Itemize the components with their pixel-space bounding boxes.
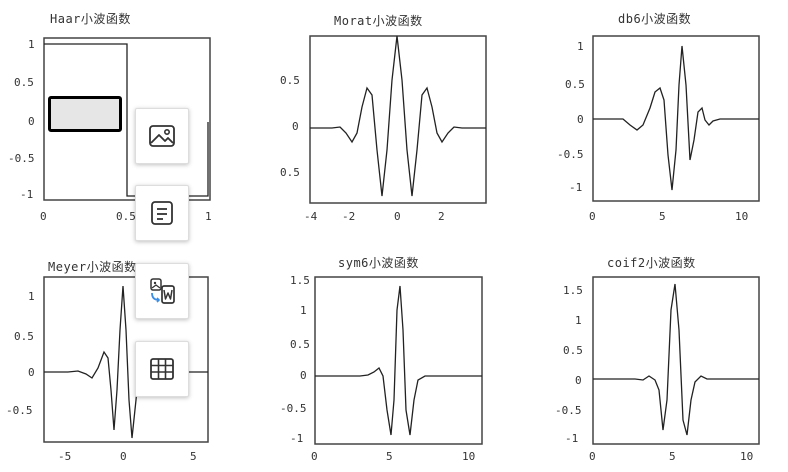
x-tick: 0 — [394, 210, 401, 223]
x-tick: 2 — [438, 210, 445, 223]
x-tick: 5 — [669, 450, 676, 463]
y-tick: -0.5 — [555, 404, 582, 417]
y-tick: 0 — [292, 120, 299, 133]
y-tick: 0 — [575, 374, 582, 387]
y-tick: -0.5 — [557, 148, 584, 161]
chart-plot-area — [43, 276, 209, 443]
chart-title: coif2小波函数 — [607, 256, 696, 270]
x-tick: 0 — [40, 210, 47, 223]
x-tick: 0 — [589, 210, 596, 223]
x-tick: 10 — [735, 210, 749, 223]
text-document-icon — [151, 201, 173, 225]
chart-morlet: Morat小波函数 0.5 0 0.5 -4 -2 0 2 — [270, 0, 510, 235]
y-tick: 0 — [300, 369, 307, 382]
y-tick: 0.5 — [280, 166, 300, 179]
chart-title: db6小波函数 — [618, 12, 692, 26]
y-tick: -1 — [20, 188, 34, 201]
chart-db6: db6小波函数 1 0.5 0 -0.5 -1 0 5 10 — [555, 0, 780, 235]
x-tick: 5 — [659, 210, 666, 223]
x-tick: 0.5 — [116, 210, 136, 223]
image-button[interactable] — [135, 108, 189, 164]
x-tick: -2 — [342, 210, 356, 223]
x-tick: 10 — [740, 450, 754, 463]
y-tick: 1 — [577, 40, 584, 53]
y-tick: 0.5 — [563, 344, 583, 357]
chart-coif2: coif2小波函数 1.5 1 0.5 0 -0.5 -1 0 5 10 — [555, 250, 780, 472]
selection-box[interactable] — [48, 96, 122, 132]
x-tick: 0 — [311, 450, 318, 463]
x-tick: 0 — [120, 450, 127, 463]
y-tick: 1 — [575, 314, 582, 327]
y-tick: 1 — [28, 38, 35, 51]
table-icon — [150, 358, 174, 380]
x-tick: 1 — [205, 210, 212, 223]
chart-meyer: Meyer小波函数 1 0.5 0 -0.5 -5 0 5 — [0, 250, 240, 472]
y-tick: 1 — [300, 304, 307, 317]
chart-haar: Haar小波函数 1 0.5 0 -0.5 -1 0 0.5 1 — [0, 0, 240, 235]
y-tick: 0.5 — [14, 76, 34, 89]
x-tick: -4 — [304, 210, 318, 223]
y-tick: -0.5 — [8, 152, 35, 165]
chart-sym6: sym6小波函数 1.5 1 0.5 0 -0.5 -1 0 5 10 — [270, 250, 510, 472]
x-tick: 0 — [589, 450, 596, 463]
table-button[interactable] — [135, 341, 189, 397]
chart-plot-area — [43, 37, 211, 201]
y-tick: -1 — [569, 181, 583, 194]
chart-title: Haar小波函数 — [50, 12, 131, 26]
y-tick: 0.5 — [14, 330, 34, 343]
text-button[interactable] — [135, 185, 189, 241]
y-tick: 1.5 — [290, 274, 310, 287]
chart-title: Meyer小波函数 — [48, 260, 137, 274]
chart-plot-area — [309, 35, 487, 204]
chart-plot-area — [592, 276, 760, 445]
y-tick: 0.5 — [565, 78, 585, 91]
chart-plot-area — [314, 276, 483, 445]
y-tick: -0.5 — [6, 404, 33, 417]
chart-title: Morat小波函数 — [334, 14, 423, 28]
x-tick: 5 — [386, 450, 393, 463]
y-tick: 0 — [577, 113, 584, 126]
x-tick: 5 — [190, 450, 197, 463]
chart-plot-area — [592, 35, 760, 202]
x-tick: -5 — [58, 450, 72, 463]
image-icon — [149, 125, 175, 147]
y-tick: 1.5 — [563, 284, 583, 297]
y-tick: -1 — [290, 432, 304, 445]
y-tick: 0.5 — [280, 74, 300, 87]
convert-to-word-icon — [150, 278, 175, 304]
y-tick: 0 — [28, 115, 35, 128]
y-tick: 0.5 — [290, 338, 310, 351]
y-tick: 1 — [28, 290, 35, 303]
y-tick: -0.5 — [280, 402, 307, 415]
chart-title: sym6小波函数 — [338, 256, 419, 270]
y-tick: 0 — [28, 366, 35, 379]
convert-to-word-button[interactable] — [135, 263, 189, 319]
y-tick: -1 — [565, 432, 579, 445]
x-tick: 10 — [462, 450, 476, 463]
